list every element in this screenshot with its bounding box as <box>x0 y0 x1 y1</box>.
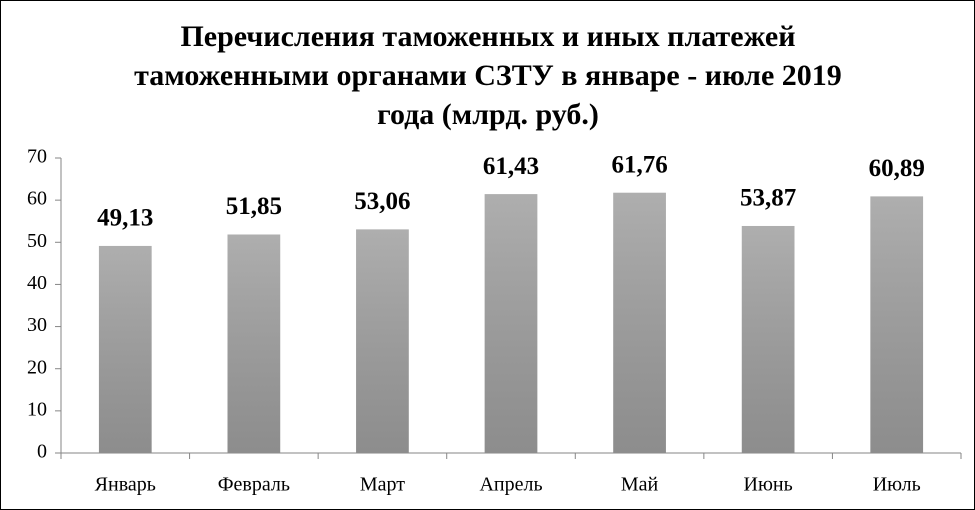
bar-shade <box>613 192 666 453</box>
x-tick-label: Июль <box>873 474 921 496</box>
bar-shade <box>484 194 538 453</box>
value-label: 51,85 <box>226 193 282 220</box>
value-label: 61,43 <box>483 153 539 180</box>
y-tick-label: 40 <box>27 272 47 294</box>
y-tick-label: 10 <box>27 398 47 420</box>
bar-shade <box>98 245 152 453</box>
y-tick-label: 70 <box>27 146 47 168</box>
bar-shade <box>741 225 795 453</box>
value-label: 49,13 <box>97 205 153 232</box>
chart-title: Перечисления таможенных и иных платежей … <box>134 20 842 131</box>
y-tick-label: 60 <box>27 188 47 210</box>
bar-shade <box>870 196 924 453</box>
value-label: 61,76 <box>611 151 667 178</box>
x-tick-label: Июнь <box>744 474 793 496</box>
y-tick-label: 0 <box>37 441 47 463</box>
y-tick-label: 50 <box>27 230 47 252</box>
bar-shade <box>227 234 281 453</box>
x-tick-label: Май <box>621 474 659 496</box>
x-tick-label: Март <box>360 474 405 496</box>
value-label: 60,89 <box>869 155 925 182</box>
y-tick-label: 30 <box>27 314 47 336</box>
value-label: 53,06 <box>354 188 410 215</box>
x-tick-label: Апрель <box>479 474 542 496</box>
y-tick-label: 20 <box>27 356 47 378</box>
x-tick-label: Февраль <box>218 474 290 496</box>
value-label: 53,87 <box>740 185 796 212</box>
bar-shade <box>356 229 409 453</box>
x-tick-label: Январь <box>95 474 156 496</box>
